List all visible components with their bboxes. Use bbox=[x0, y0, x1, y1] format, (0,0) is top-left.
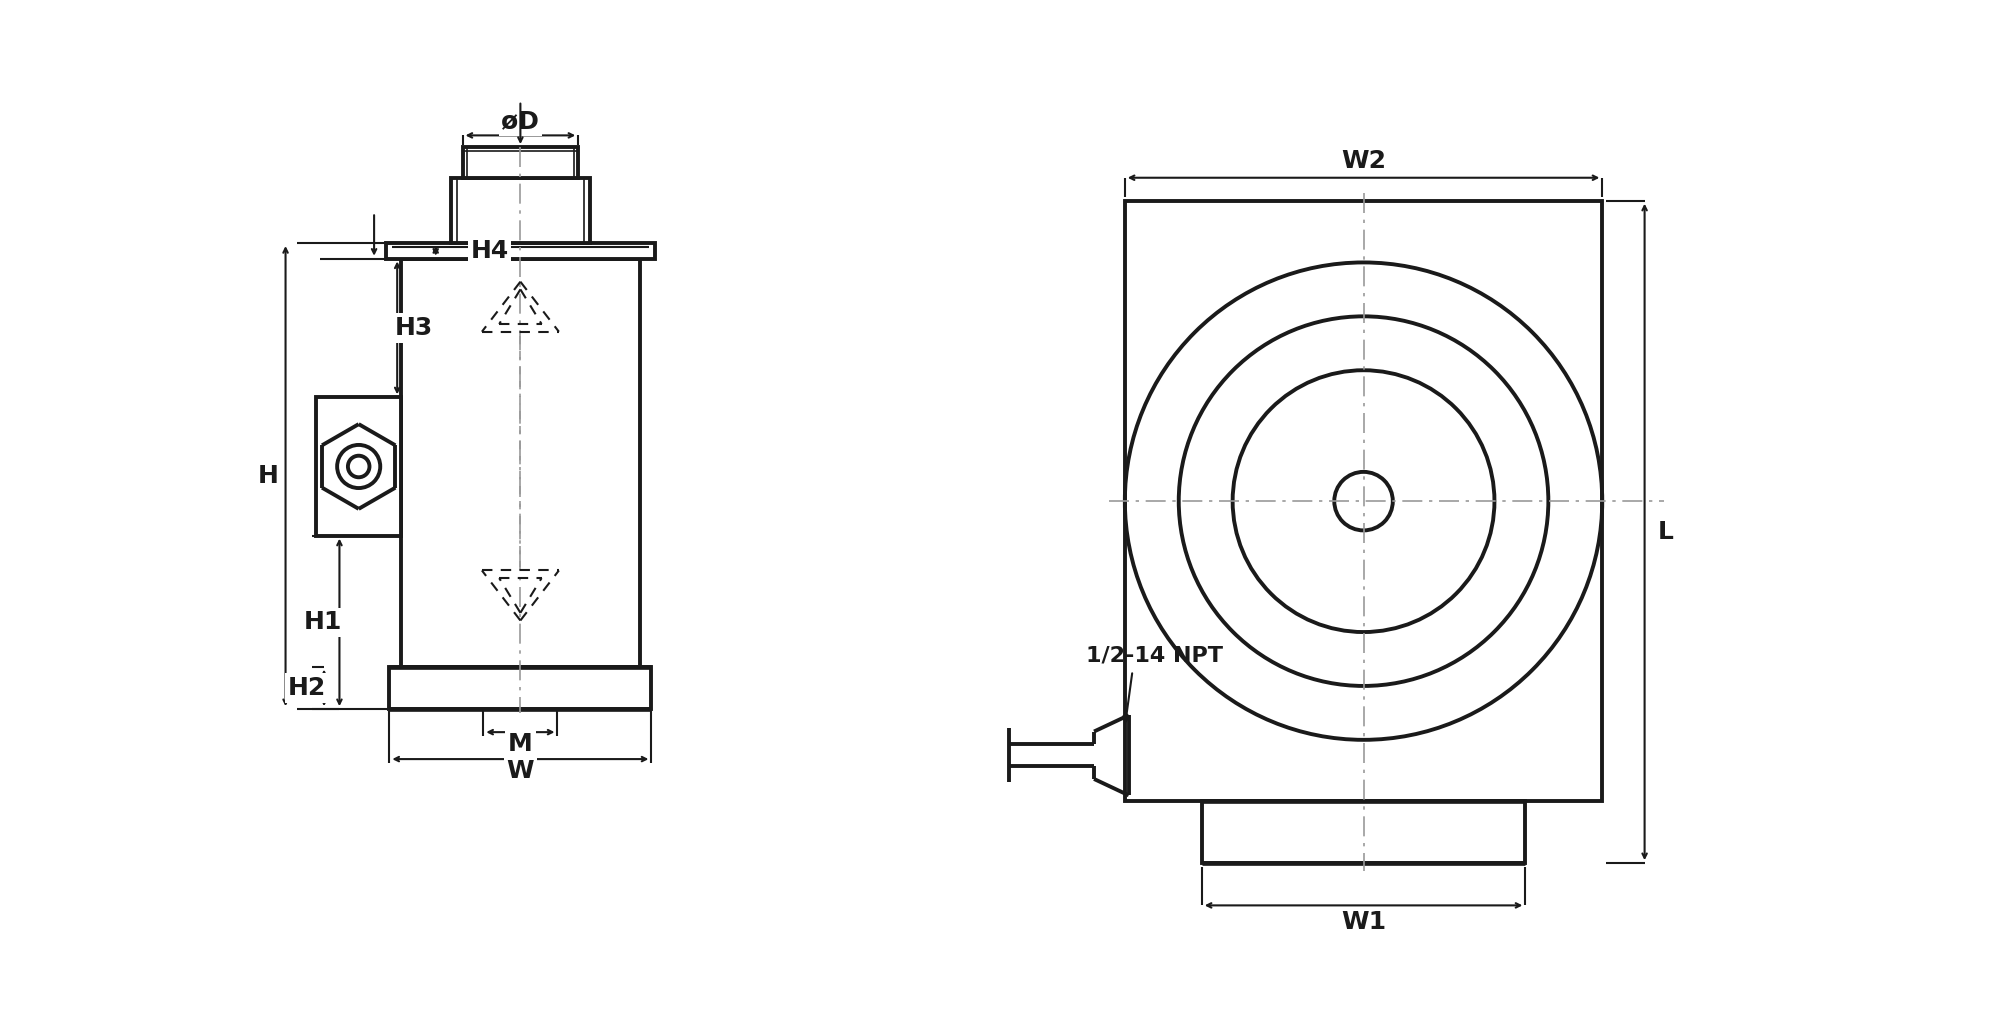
Text: L: L bbox=[1658, 520, 1674, 544]
Text: H: H bbox=[258, 464, 280, 488]
Text: M: M bbox=[507, 733, 533, 756]
Text: H2: H2 bbox=[288, 676, 326, 700]
Text: W1: W1 bbox=[1341, 910, 1387, 934]
Circle shape bbox=[348, 456, 370, 477]
Bar bbox=[386, 244, 655, 259]
Circle shape bbox=[1335, 472, 1393, 530]
Text: H3: H3 bbox=[396, 316, 434, 340]
Bar bbox=[402, 259, 639, 667]
Bar bbox=[1125, 201, 1602, 802]
Bar bbox=[1203, 802, 1524, 863]
Bar bbox=[464, 147, 577, 178]
Text: øD: øD bbox=[501, 109, 539, 133]
Text: H1: H1 bbox=[304, 610, 342, 635]
Circle shape bbox=[338, 445, 380, 488]
Bar bbox=[452, 178, 589, 244]
Text: W2: W2 bbox=[1341, 149, 1387, 172]
Text: 1/2-14 NPT: 1/2-14 NPT bbox=[1087, 645, 1223, 666]
Text: W: W bbox=[507, 760, 533, 783]
Text: H4: H4 bbox=[470, 238, 509, 263]
Bar bbox=[316, 397, 402, 536]
Bar bbox=[390, 667, 651, 709]
